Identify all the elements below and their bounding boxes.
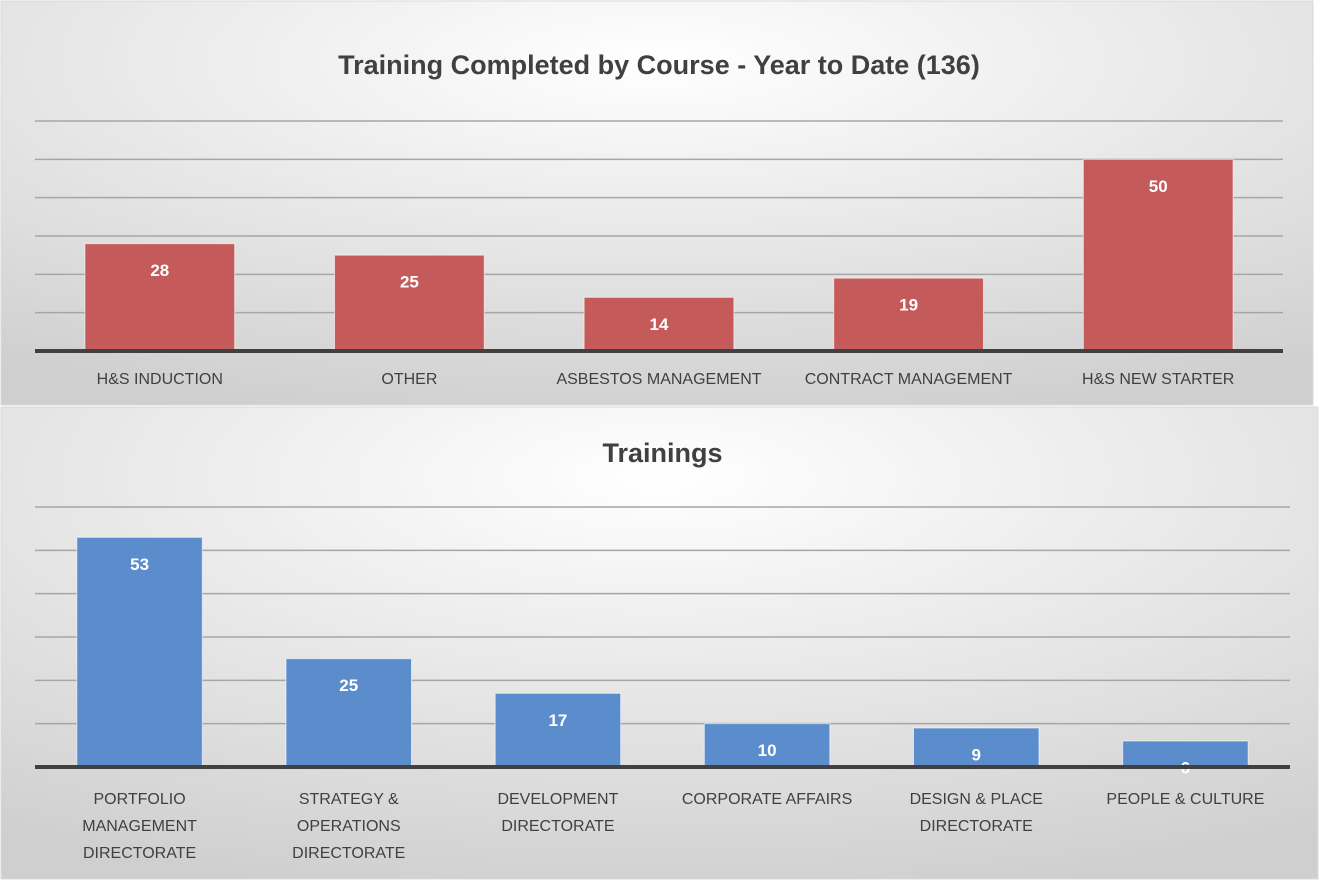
- bar: [285, 658, 412, 768]
- data-label: 9: [972, 745, 981, 764]
- data-label: 25: [339, 676, 358, 695]
- bar: [84, 243, 236, 352]
- x-tick-label: ASBESTOS MANAGEMENT: [556, 371, 761, 388]
- x-tick-label: DESIGN & PLACE DIRECTORATE: [910, 791, 1043, 835]
- bar: [703, 723, 831, 768]
- data-label: 17: [548, 711, 567, 730]
- bar: [913, 727, 1040, 768]
- data-label: 53: [130, 555, 149, 574]
- bar: [1082, 158, 1234, 352]
- data-label: 28: [150, 261, 169, 280]
- data-label: 25: [400, 273, 419, 292]
- x-tick-label: H&S NEW STARTER: [1082, 371, 1234, 388]
- bar: [583, 296, 735, 352]
- x-tick-label: H&S INDUCTION: [97, 371, 223, 388]
- x-tick-label: CONTRACT MANAGEMENT: [805, 371, 1013, 388]
- bar: [833, 277, 984, 352]
- bar: [1122, 740, 1249, 768]
- x-tick-label: STRATEGY & OPERATIONS DIRECTORATE: [292, 791, 405, 862]
- x-tick-label: CORPORATE AFFAIRS: [682, 791, 852, 808]
- data-label: 50: [1149, 177, 1168, 196]
- chart-title: Training Completed by Course - Year to D…: [338, 50, 980, 80]
- x-tick-label: OTHER: [381, 371, 437, 388]
- x-tick-label: PEOPLE & CULTURE: [1106, 791, 1264, 808]
- data-label: 10: [758, 741, 777, 760]
- chart-title: Trainings: [602, 438, 722, 468]
- data-label: 19: [899, 296, 918, 315]
- chart-background: [0, 406, 1319, 880]
- bar: [334, 254, 485, 352]
- x-tick-label: DEVELOPMENT DIRECTORATE: [497, 791, 618, 835]
- data-label: 14: [650, 315, 669, 334]
- bar: [494, 692, 622, 768]
- x-tick-label: PORTFOLIO MANAGEMENT DIRECTORATE: [82, 791, 197, 862]
